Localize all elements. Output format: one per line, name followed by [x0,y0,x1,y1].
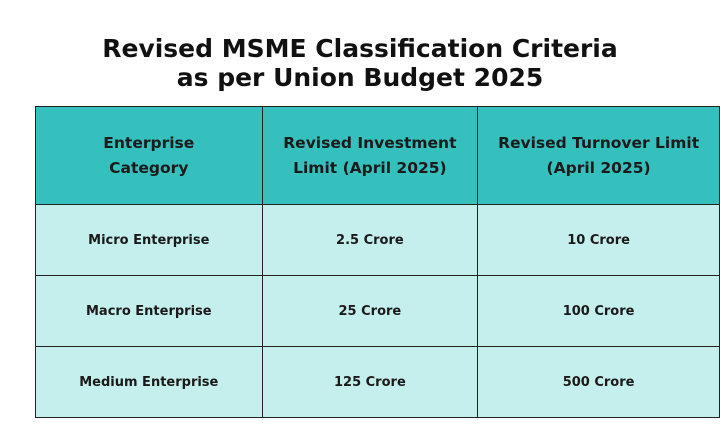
table-cell: 125 Crore [261,346,479,418]
table-cell: Medium Enterprise [35,346,263,418]
table-cell: 25 Crore [261,275,479,347]
column-header: Enterprise Category [35,106,263,205]
header-row: Enterprise Category Revised Investment Li… [35,106,720,205]
column-header: Revised Investment Limit (April 2025) [261,106,479,205]
table-cell: 100 Crore [477,275,720,347]
table-cell: 500 Crore [477,346,720,418]
title: Revised MSME Classification Criteria as … [0,34,720,92]
table-row: Medium Enterprise 125 Crore 500 Crore [35,346,720,418]
table-cell: Macro Enterprise [35,275,263,347]
title-line: as per Union Budget 2025 [176,63,544,92]
table-row: Macro Enterprise 25 Crore 100 Crore [35,275,720,347]
table-cell: 10 Crore [477,204,720,276]
column-header: Revised Turnover Limit (April 2025) [477,106,720,205]
title-line: Revised MSME Classification Criteria [102,34,618,63]
criteria-table: Enterprise Category Revised Investment Li… [35,106,720,418]
table-body: Micro Enterprise 2.5 Crore 10 Crore Macro E… [35,204,720,418]
table-row: Micro Enterprise 2.5 Crore 10 Crore [35,204,720,276]
table-cell: Micro Enterprise [35,204,263,276]
table-cell: 2.5 Crore [261,204,479,276]
